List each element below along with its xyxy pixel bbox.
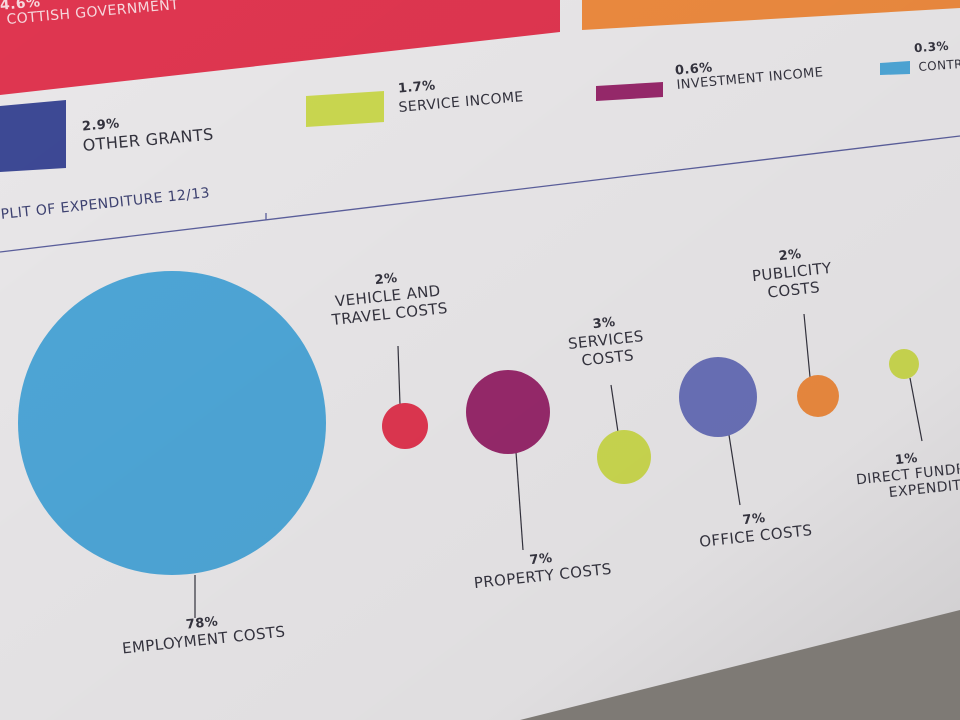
legend-contr-percent: 0.3% bbox=[913, 38, 950, 56]
label-publicity: 2% PUBLICITY COSTS bbox=[740, 243, 845, 304]
legend-contr-label: CONTR bbox=[918, 56, 960, 74]
label-services: 3% SERVICES COSTS bbox=[554, 311, 659, 372]
